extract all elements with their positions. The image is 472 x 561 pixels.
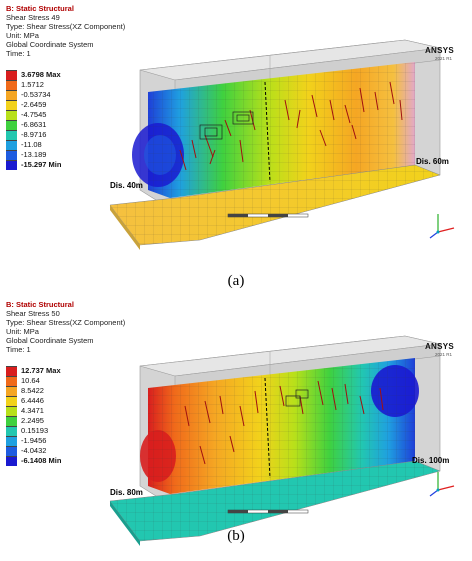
ansys-version: 2021 R1 bbox=[434, 56, 452, 61]
legend-value: 8.5422 bbox=[21, 386, 44, 395]
coordinate-system: Global Coordinate System bbox=[6, 40, 94, 49]
legend-value: 4.3471 bbox=[21, 406, 44, 415]
legend-max: 3.6798 Max bbox=[21, 70, 61, 79]
legend-value: -8.9716 bbox=[21, 130, 47, 139]
time-step: Time: 1 bbox=[6, 49, 31, 58]
legend-min: -6.1408 Min bbox=[21, 456, 62, 465]
analysis-title: B: Static Structural bbox=[6, 4, 74, 13]
legend-value: -13.189 bbox=[21, 150, 47, 159]
figure-caption-b: (b) bbox=[227, 528, 245, 544]
result-type: Type: Shear Stress(XZ Component) bbox=[6, 22, 126, 31]
panel-a: B: Static Structural Shear Stress 49 Typ… bbox=[0, 0, 472, 289]
model-view-a bbox=[109, 39, 455, 250]
legend-value: -0.53734 bbox=[21, 90, 51, 99]
coordinate-system: Global Coordinate System bbox=[6, 336, 94, 345]
model-view-b bbox=[109, 335, 455, 546]
axis-triad-b bbox=[429, 472, 455, 497]
legend-value: -11.08 bbox=[21, 140, 42, 149]
figure-caption-a: (a) bbox=[227, 273, 245, 289]
distance-label-left: Dis. 40m bbox=[110, 181, 143, 190]
result-unit: Unit: MPa bbox=[6, 327, 39, 336]
time-step: Time: 1 bbox=[6, 345, 31, 354]
result-name: Shear Stress 50 bbox=[6, 309, 60, 318]
ansys-logo: ANSYS bbox=[424, 342, 454, 351]
ansys-version: 2021 R1 bbox=[434, 352, 452, 357]
legend-value: 0.15193 bbox=[21, 426, 49, 435]
result-unit: Unit: MPa bbox=[6, 31, 39, 40]
analysis-title: B: Static Structural bbox=[6, 300, 74, 309]
ansys-logo: ANSYS bbox=[424, 46, 454, 55]
scale-bar-b bbox=[227, 509, 309, 514]
distance-label-right: Dis. 60m bbox=[416, 157, 449, 166]
legend-value: 2.2495 bbox=[21, 416, 44, 425]
legend-value: -1.9456 bbox=[21, 436, 47, 445]
legend-value: -4.7545 bbox=[21, 110, 47, 119]
scale-bar-a bbox=[227, 213, 309, 218]
axis-triad-a bbox=[429, 214, 455, 239]
legend-max: 12.737 Max bbox=[21, 366, 61, 375]
result-info-b: B: Static Structural Shear Stress 50 Typ… bbox=[6, 300, 125, 354]
result-name: Shear Stress 49 bbox=[6, 13, 60, 22]
legend-value: -6.8631 bbox=[21, 120, 47, 129]
panel-b: B: Static Structural Shear Stress 50 Typ… bbox=[0, 296, 472, 561]
distance-label-right: Dis. 100m bbox=[412, 456, 450, 465]
legend-value: -2.6459 bbox=[21, 100, 47, 109]
legend-value: 6.4446 bbox=[21, 396, 44, 405]
distance-label-left: Dis. 80m bbox=[110, 488, 143, 497]
legend-min: -15.297 Min bbox=[21, 160, 62, 169]
legend-value: 1.5712 bbox=[21, 80, 44, 89]
result-info-a: B: Static Structural Shear Stress 49 Typ… bbox=[6, 4, 125, 58]
legend-value: 10.64 bbox=[21, 376, 40, 385]
legend-value: -4.0432 bbox=[21, 446, 47, 455]
result-type: Type: Shear Stress(XZ Component) bbox=[6, 318, 126, 327]
